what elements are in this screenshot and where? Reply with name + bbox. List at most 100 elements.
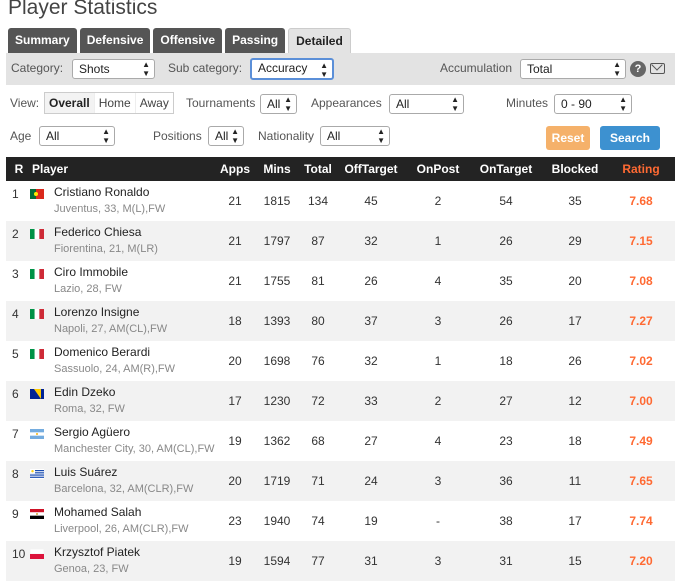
player-cell: Ciro Immobile Lazio, 28, FW	[30, 261, 217, 301]
onpost-cell: 1	[434, 234, 442, 248]
offtarget-cell: 27	[364, 434, 378, 448]
player-name-link[interactable]: Lorenzo Insigne	[54, 305, 140, 319]
mail-icon[interactable]	[650, 63, 665, 74]
total-cell: 81	[311, 274, 325, 288]
view-home[interactable]: Home	[95, 93, 136, 113]
category-select[interactable]: Shots ▲ ▼	[72, 59, 155, 79]
italy-flag-icon	[30, 348, 44, 359]
offtarget-cell: 32	[364, 354, 378, 368]
appearances-select[interactable]: All ▲ ▼	[389, 94, 464, 114]
tab-offensive[interactable]: Offensive	[153, 28, 223, 53]
player-name-link[interactable]: Luis Suárez	[54, 465, 118, 479]
view-away[interactable]: Away	[139, 96, 169, 110]
minutes-value: 0 - 90	[561, 97, 592, 111]
apps-cell: 17	[228, 394, 242, 408]
player-info: Fiorentina, 21, M(LR)	[54, 243, 158, 255]
apps-cell: 23	[228, 514, 242, 528]
col-rating[interactable]: Rating	[622, 162, 660, 176]
filter-bar: Category: Shots ▲ ▼ Sub category: Accurac…	[6, 53, 675, 85]
select-arrows-icon: ▲ ▼	[451, 95, 459, 113]
apps-cell: 21	[228, 274, 242, 288]
view-overall[interactable]: Overall	[45, 93, 95, 113]
blocked-cell: 17	[568, 314, 582, 328]
search-button[interactable]: Search	[600, 126, 660, 150]
mins-cell: 1698	[263, 354, 291, 368]
mins-cell: 1815	[263, 194, 291, 208]
select-arrows-icon: ▲ ▼	[320, 61, 328, 79]
player-name-link[interactable]: Cristiano Ronaldo	[54, 185, 150, 199]
total-cell: 134	[307, 194, 329, 208]
player-name-link[interactable]: Sergio Agüero	[54, 425, 131, 439]
ontarget-cell: 23	[499, 434, 513, 448]
onpost-cell: 1	[434, 354, 442, 368]
col-player[interactable]: Player	[32, 162, 69, 176]
tab-defensive[interactable]: Defensive	[79, 28, 151, 53]
rank-cell: 6	[12, 387, 19, 401]
subcategory-select[interactable]: Accuracy ▲ ▼	[250, 58, 334, 80]
ontarget-cell: 38	[499, 514, 513, 528]
offtarget-cell: 32	[364, 234, 378, 248]
tab-summary[interactable]: Summary	[8, 28, 77, 53]
table-row: 10 Krzysztof Piatek Genoa, 23, FW 19 1594 77 3…	[6, 541, 675, 581]
player-name-link[interactable]: Mohamed Salah	[54, 505, 142, 519]
offtarget-cell: 19	[364, 514, 378, 528]
category-value: Shots	[79, 62, 110, 76]
apps-cell: 21	[228, 194, 242, 208]
total-cell: 71	[311, 474, 325, 488]
player-name-link[interactable]: Ciro Immobile	[54, 265, 129, 279]
onpost-cell: 3	[434, 554, 442, 568]
view-toggle: Overall Home Away	[44, 92, 174, 114]
player-name-link[interactable]: Krzysztof Piatek	[54, 545, 141, 559]
mins-cell: 1393	[263, 314, 291, 328]
minutes-select[interactable]: 0 - 90 ▲ ▼	[554, 94, 632, 114]
age-select[interactable]: All ▲ ▼	[39, 126, 115, 146]
col-onpost[interactable]: OnPost	[416, 162, 460, 176]
rank-cell: 5	[12, 347, 19, 361]
tab-passing[interactable]: Passing	[225, 28, 286, 53]
player-info: Lazio, 28, FW	[54, 283, 122, 295]
total-cell: 77	[311, 554, 325, 568]
tournaments-select[interactable]: All ▲ ▼	[260, 94, 297, 114]
col-apps[interactable]: Apps	[220, 162, 250, 176]
accumulation-select[interactable]: Total ▲ ▼	[520, 59, 626, 79]
player-name-link[interactable]: Federico Chiesa	[54, 225, 142, 239]
player-info: Liverpool, 26, AM(CLR),FW	[54, 523, 189, 535]
col-rank[interactable]: R	[14, 162, 24, 176]
apps-cell: 20	[228, 474, 242, 488]
nationality-select[interactable]: All ▲ ▼	[320, 126, 390, 146]
player-cell: Edin Dzeko Roma, 32, FW	[30, 381, 217, 421]
player-cell: Domenico Berardi Sassuolo, 24, AM(R),FW	[30, 341, 217, 381]
help-icon[interactable]: ?	[630, 61, 646, 77]
player-stats-table: R Player Apps Mins Total OffTarget OnPos…	[6, 157, 675, 581]
table-row: 6 Edin Dzeko Roma, 32, FW 17 1230 72 33 2 27 12 7.…	[6, 381, 675, 421]
appearances-value: All	[396, 97, 410, 111]
select-arrows-icon: ▲ ▼	[102, 127, 110, 145]
rating-cell: 7.74	[629, 514, 653, 528]
mins-cell: 1719	[263, 474, 291, 488]
tab-detailed[interactable]: Detailed	[288, 28, 351, 53]
col-blocked[interactable]: Blocked	[551, 162, 599, 176]
player-name-link[interactable]: Edin Dzeko	[54, 385, 116, 399]
reset-button[interactable]: Reset	[546, 126, 590, 150]
player-cell: Federico Chiesa Fiorentina, 21, M(LR)	[30, 221, 217, 261]
positions-select[interactable]: All ▲ ▼	[208, 126, 244, 146]
col-ontarget[interactable]: OnTarget	[479, 162, 533, 176]
player-cell: Krzysztof Piatek Genoa, 23, FW	[29, 541, 217, 581]
player-info: Genoa, 23, FW	[54, 563, 129, 575]
onpost-cell: 2	[434, 394, 442, 408]
age-value: All	[46, 129, 60, 143]
onpost-cell: 4	[434, 274, 442, 288]
rating-cell: 7.08	[629, 274, 653, 288]
blocked-cell: 35	[568, 194, 582, 208]
col-offtarget[interactable]: OffTarget	[344, 162, 398, 176]
portugal-flag-icon	[30, 188, 44, 199]
nationality-label: Nationality	[258, 129, 315, 143]
col-total[interactable]: Total	[304, 162, 332, 176]
player-name-link[interactable]: Domenico Berardi	[54, 345, 151, 359]
italy-flag-icon	[30, 268, 44, 279]
minutes-label: Minutes	[506, 96, 549, 110]
mins-cell: 1230	[263, 394, 291, 408]
egypt-flag-icon	[30, 508, 44, 519]
col-mins[interactable]: Mins	[263, 162, 291, 176]
nationality-value: All	[327, 129, 341, 143]
